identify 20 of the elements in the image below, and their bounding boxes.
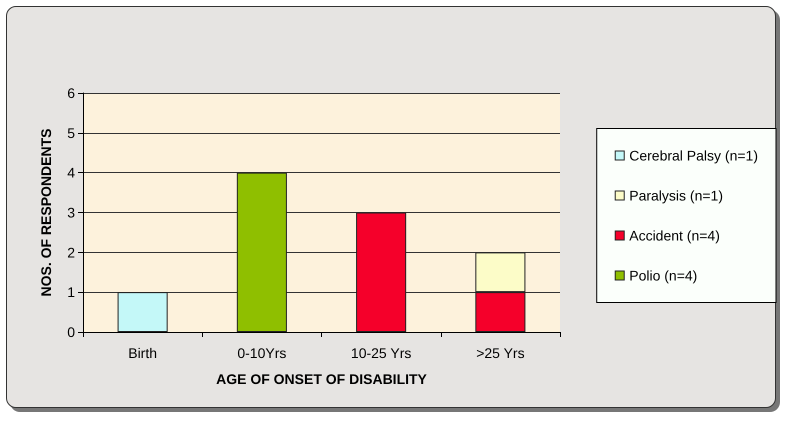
y-tick-label: 2	[67, 244, 76, 260]
x-axis-title: AGE OF ONSET OF DISABILITY	[216, 371, 428, 387]
x-tick-label: >25 Yrs	[476, 345, 525, 361]
bar	[356, 212, 406, 332]
x-tick-label: Birth	[128, 345, 158, 361]
y-tick-label: 5	[67, 124, 76, 141]
x-tick-label: 10-25 Yrs	[350, 345, 412, 361]
bar	[118, 292, 168, 332]
y-tick-label: 0	[67, 324, 76, 340]
bar	[236, 172, 287, 332]
legend-label: Paralysis (n=1)	[629, 188, 723, 204]
y-tick-label: 6	[67, 85, 76, 101]
y-tick-label: 4	[67, 164, 76, 181]
y-axis-title: NOS. OF RESPONDENTS	[38, 128, 54, 297]
legend-label: Accident (n=4)	[629, 228, 720, 244]
y-tick-label: 3	[67, 204, 76, 220]
x-tick-label: 0-10Yrs	[237, 345, 286, 361]
legend-label: Polio (n=4)	[629, 268, 698, 284]
y-tick-label: 1	[67, 284, 76, 300]
legend-label: Cerebral Palsy (n=1)	[629, 148, 758, 164]
